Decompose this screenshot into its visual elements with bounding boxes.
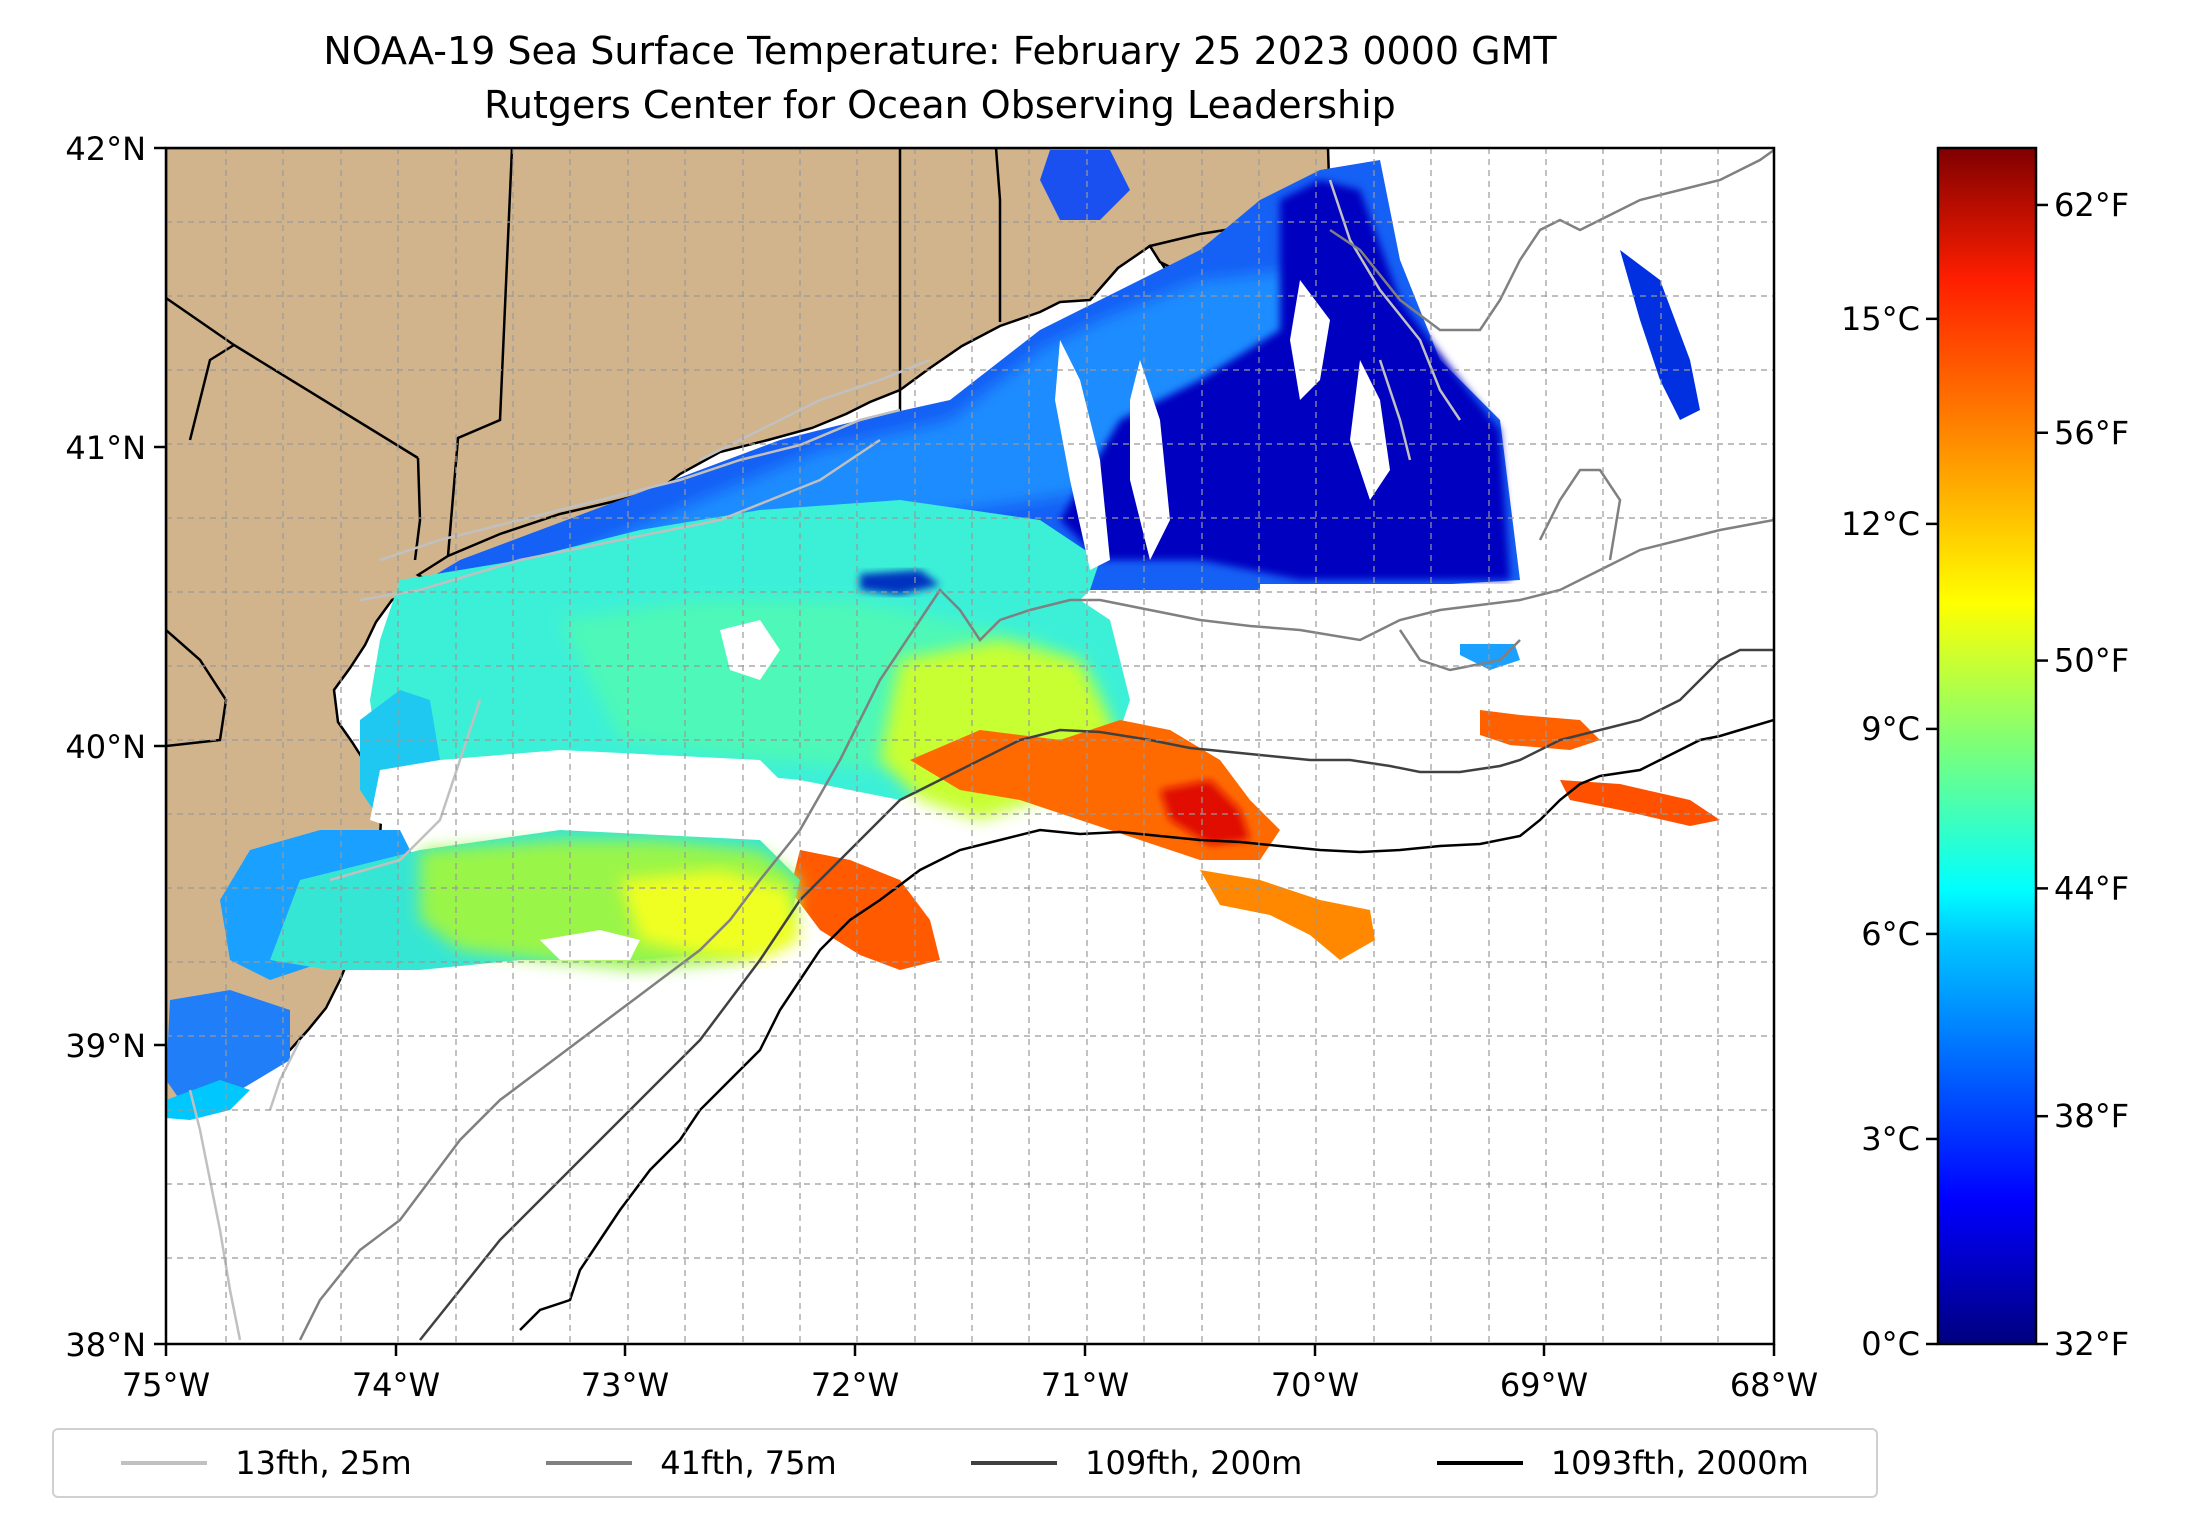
legend-label: 13fth, 25m (235, 1444, 412, 1482)
legend-line (971, 1461, 1058, 1465)
lon-tick-label: 70°W (1271, 1366, 1359, 1404)
colorbar (1936, 146, 2038, 1346)
bathymetry-contours (188, 148, 1774, 1341)
legend-item-75m: 41fth, 75m (546, 1444, 837, 1482)
legend-item-200m: 109fth, 200m (971, 1444, 1302, 1482)
map-subtitle: Rutgers Center for Ocean Observing Leade… (484, 83, 1396, 127)
colorbar-fahrenheit-label: 44°F (2054, 869, 2129, 907)
lat-tick-label: 40°N (65, 728, 146, 766)
lon-tick-label: 73°W (581, 1366, 669, 1404)
lon-tick-label: 68°W (1730, 1366, 1818, 1404)
lon-tick-label: 69°W (1500, 1366, 1588, 1404)
legend-label: 41fth, 75m (660, 1444, 837, 1482)
lat-tick-label: 39°N (65, 1027, 146, 1065)
colorbar-celsius-label: 0°C (1861, 1325, 1920, 1363)
lon-tick-label: 75°W (122, 1366, 210, 1404)
state-borders (166, 148, 1002, 748)
legend-item-2000m: 1093fth, 2000m (1436, 1444, 1809, 1482)
contour-200m (419, 648, 1774, 1341)
colorbar-fahrenheit-label: 56°F (2054, 414, 2129, 452)
sst-data-layer (166, 150, 1720, 1120)
lat-axis (154, 146, 166, 1346)
lat-tick-label: 42°N (65, 130, 146, 168)
contour-75m (298, 148, 1774, 1341)
map-title: NOAA-19 Sea Surface Temperature: Februar… (323, 29, 1557, 73)
lon-tick-label: 72°W (811, 1366, 899, 1404)
colorbar-fahrenheit-label: 38°F (2054, 1097, 2129, 1135)
colorbar-celsius-label: 6°C (1861, 915, 1920, 953)
legend-item-25m: 13fth, 25m (121, 1444, 412, 1482)
colorbar-celsius-label: 15°C (1841, 300, 1920, 338)
legend-label: 1093fth, 2000m (1550, 1444, 1809, 1482)
colorbar-fahrenheit-ticks: 32°F 38°F 44°F 50°F 56°F 62°F (2036, 186, 2129, 1363)
map-legend: 13fth, 25m 41fth, 75m 109fth, 200m 1093f… (52, 1428, 1878, 1498)
colorbar-fahrenheit-label: 50°F (2054, 642, 2129, 680)
gridlines (166, 148, 1774, 1344)
legend-line (546, 1461, 633, 1465)
lat-tick-label: 41°N (65, 429, 146, 467)
lat-tick-label: 38°N (65, 1326, 146, 1364)
colorbar-celsius-label: 3°C (1861, 1120, 1920, 1158)
lon-axis (164, 1344, 1776, 1356)
contour-25m (188, 179, 1462, 1341)
colorbar-celsius-ticks: 0°C 3°C 6°C 9°C 12°C 15°C (1841, 300, 1938, 1363)
colorbar-celsius-label: 12°C (1841, 505, 1920, 543)
legend-line (1436, 1461, 1523, 1465)
colorbar-fahrenheit-label: 32°F (2054, 1325, 2129, 1363)
colorbar-celsius-label: 9°C (1861, 710, 1920, 748)
contour-2000m (519, 718, 1774, 1331)
legend-line (121, 1461, 208, 1465)
colorbar-fahrenheit-label: 62°F (2054, 186, 2129, 224)
lon-tick-label: 71°W (1041, 1366, 1129, 1404)
lon-tick-label: 74°W (352, 1366, 440, 1404)
legend-label: 109fth, 200m (1085, 1444, 1303, 1482)
